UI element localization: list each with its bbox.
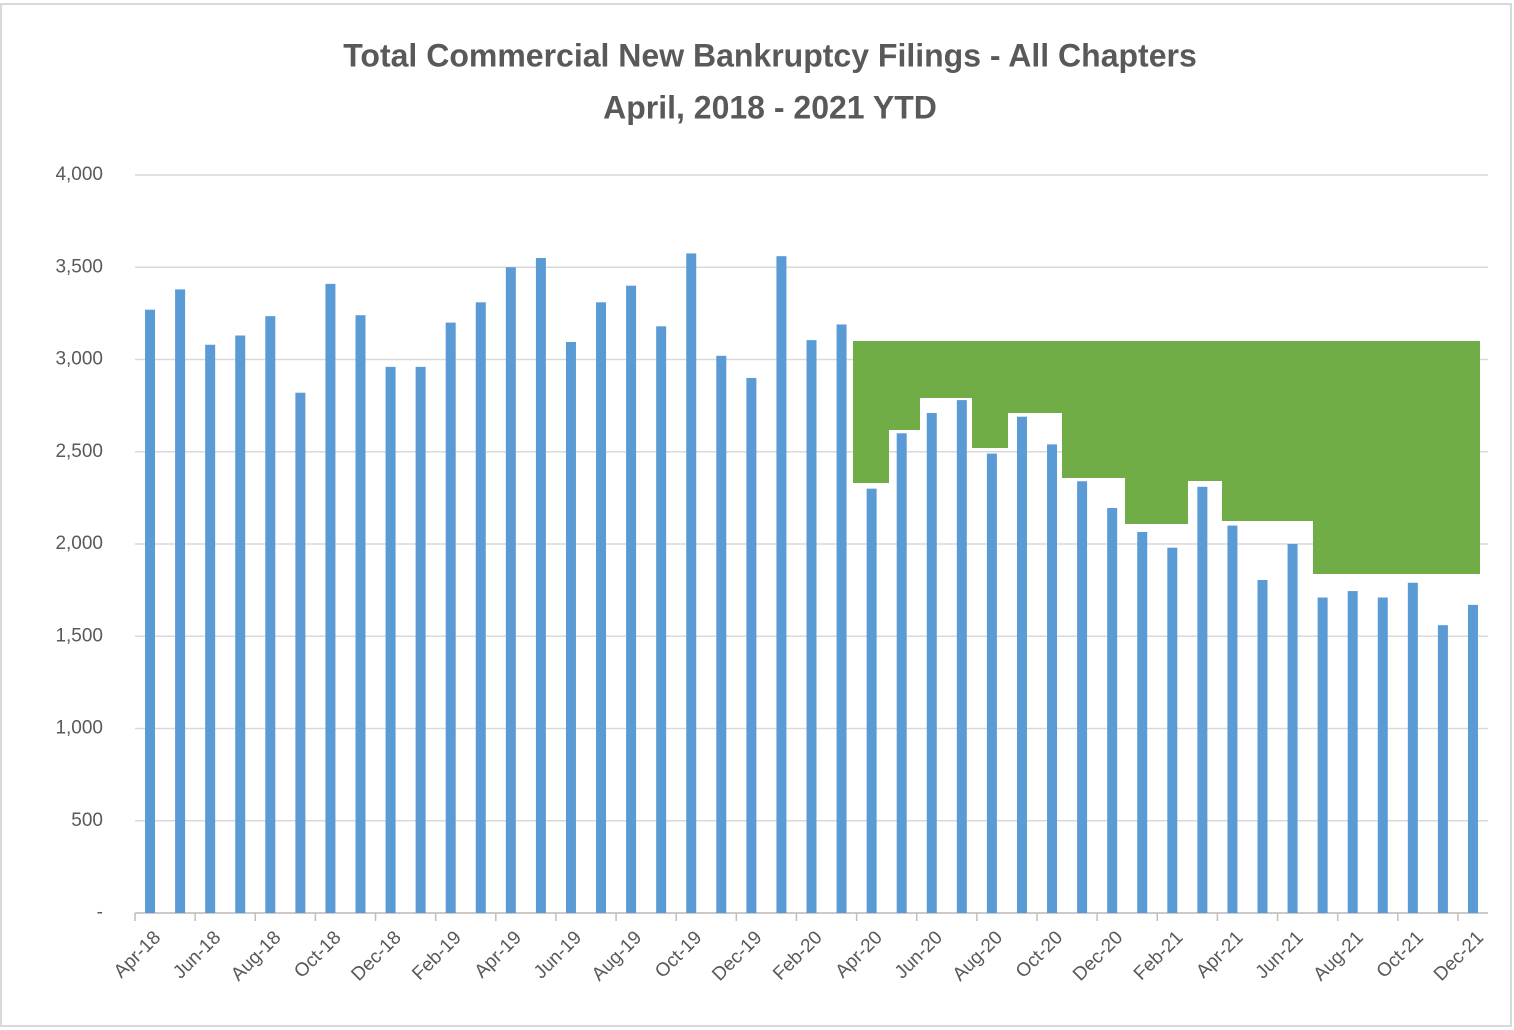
bar <box>505 267 516 913</box>
bar <box>1317 597 1328 913</box>
bar <box>385 366 396 913</box>
bar <box>1167 547 1178 913</box>
bar <box>1467 604 1478 913</box>
bar <box>986 453 997 913</box>
bar <box>235 335 246 913</box>
bar <box>325 283 336 914</box>
bar <box>686 253 697 914</box>
bar <box>596 302 607 913</box>
y-tick-label: 1,000 <box>55 718 103 739</box>
overlay-shape <box>853 341 1480 574</box>
y-tick-label: 3,000 <box>55 349 103 370</box>
bar <box>445 322 456 914</box>
y-tick-label: 1,500 <box>55 625 103 646</box>
bar <box>626 285 637 913</box>
chart-subtitle: April, 2018 - 2021 YTD <box>603 89 937 125</box>
bar <box>1407 582 1418 913</box>
bar <box>1227 525 1238 913</box>
bar <box>806 340 817 913</box>
y-tick-label: - <box>97 902 103 923</box>
bar <box>175 289 186 913</box>
bar <box>415 366 426 913</box>
bar <box>475 302 486 913</box>
bar <box>205 344 216 913</box>
bar <box>1347 591 1358 913</box>
bar <box>1437 625 1448 913</box>
bar <box>265 316 276 914</box>
bar <box>145 309 156 913</box>
bar <box>1287 544 1298 913</box>
bar <box>565 341 576 913</box>
bar <box>1257 579 1268 913</box>
y-tick-label: 3,500 <box>55 256 103 277</box>
bar <box>1077 481 1088 913</box>
bar <box>535 258 546 913</box>
y-tick-label: 500 <box>71 810 103 831</box>
bar <box>1016 416 1027 913</box>
bar <box>836 324 847 913</box>
bar <box>1047 444 1058 913</box>
bar <box>776 256 787 913</box>
bar <box>956 400 967 914</box>
bar <box>746 377 757 913</box>
bar <box>866 488 877 913</box>
bar <box>656 326 667 913</box>
bar <box>295 392 306 914</box>
y-tick-label: 2,000 <box>55 533 103 554</box>
chart-title: Total Commercial New Bankruptcy Filings … <box>343 37 1197 73</box>
bar <box>1107 508 1118 913</box>
y-tick-label: 2,500 <box>55 441 103 462</box>
y-tick-label: 4,000 <box>55 164 103 185</box>
bar <box>896 433 907 913</box>
bar <box>355 315 366 914</box>
bar <box>1197 486 1208 913</box>
bar <box>1137 532 1148 913</box>
bar <box>1377 597 1388 913</box>
bar <box>716 355 727 913</box>
bar <box>926 413 937 913</box>
